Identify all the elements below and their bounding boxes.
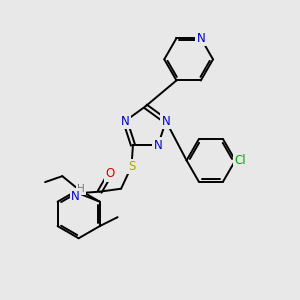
Text: N: N bbox=[161, 115, 170, 128]
Text: S: S bbox=[128, 160, 135, 173]
Text: Cl: Cl bbox=[234, 154, 246, 167]
Text: N: N bbox=[121, 115, 130, 128]
Text: H: H bbox=[77, 184, 85, 194]
Text: N: N bbox=[154, 139, 163, 152]
Text: N: N bbox=[196, 32, 205, 45]
Text: O: O bbox=[106, 167, 115, 180]
Text: N: N bbox=[71, 190, 80, 202]
